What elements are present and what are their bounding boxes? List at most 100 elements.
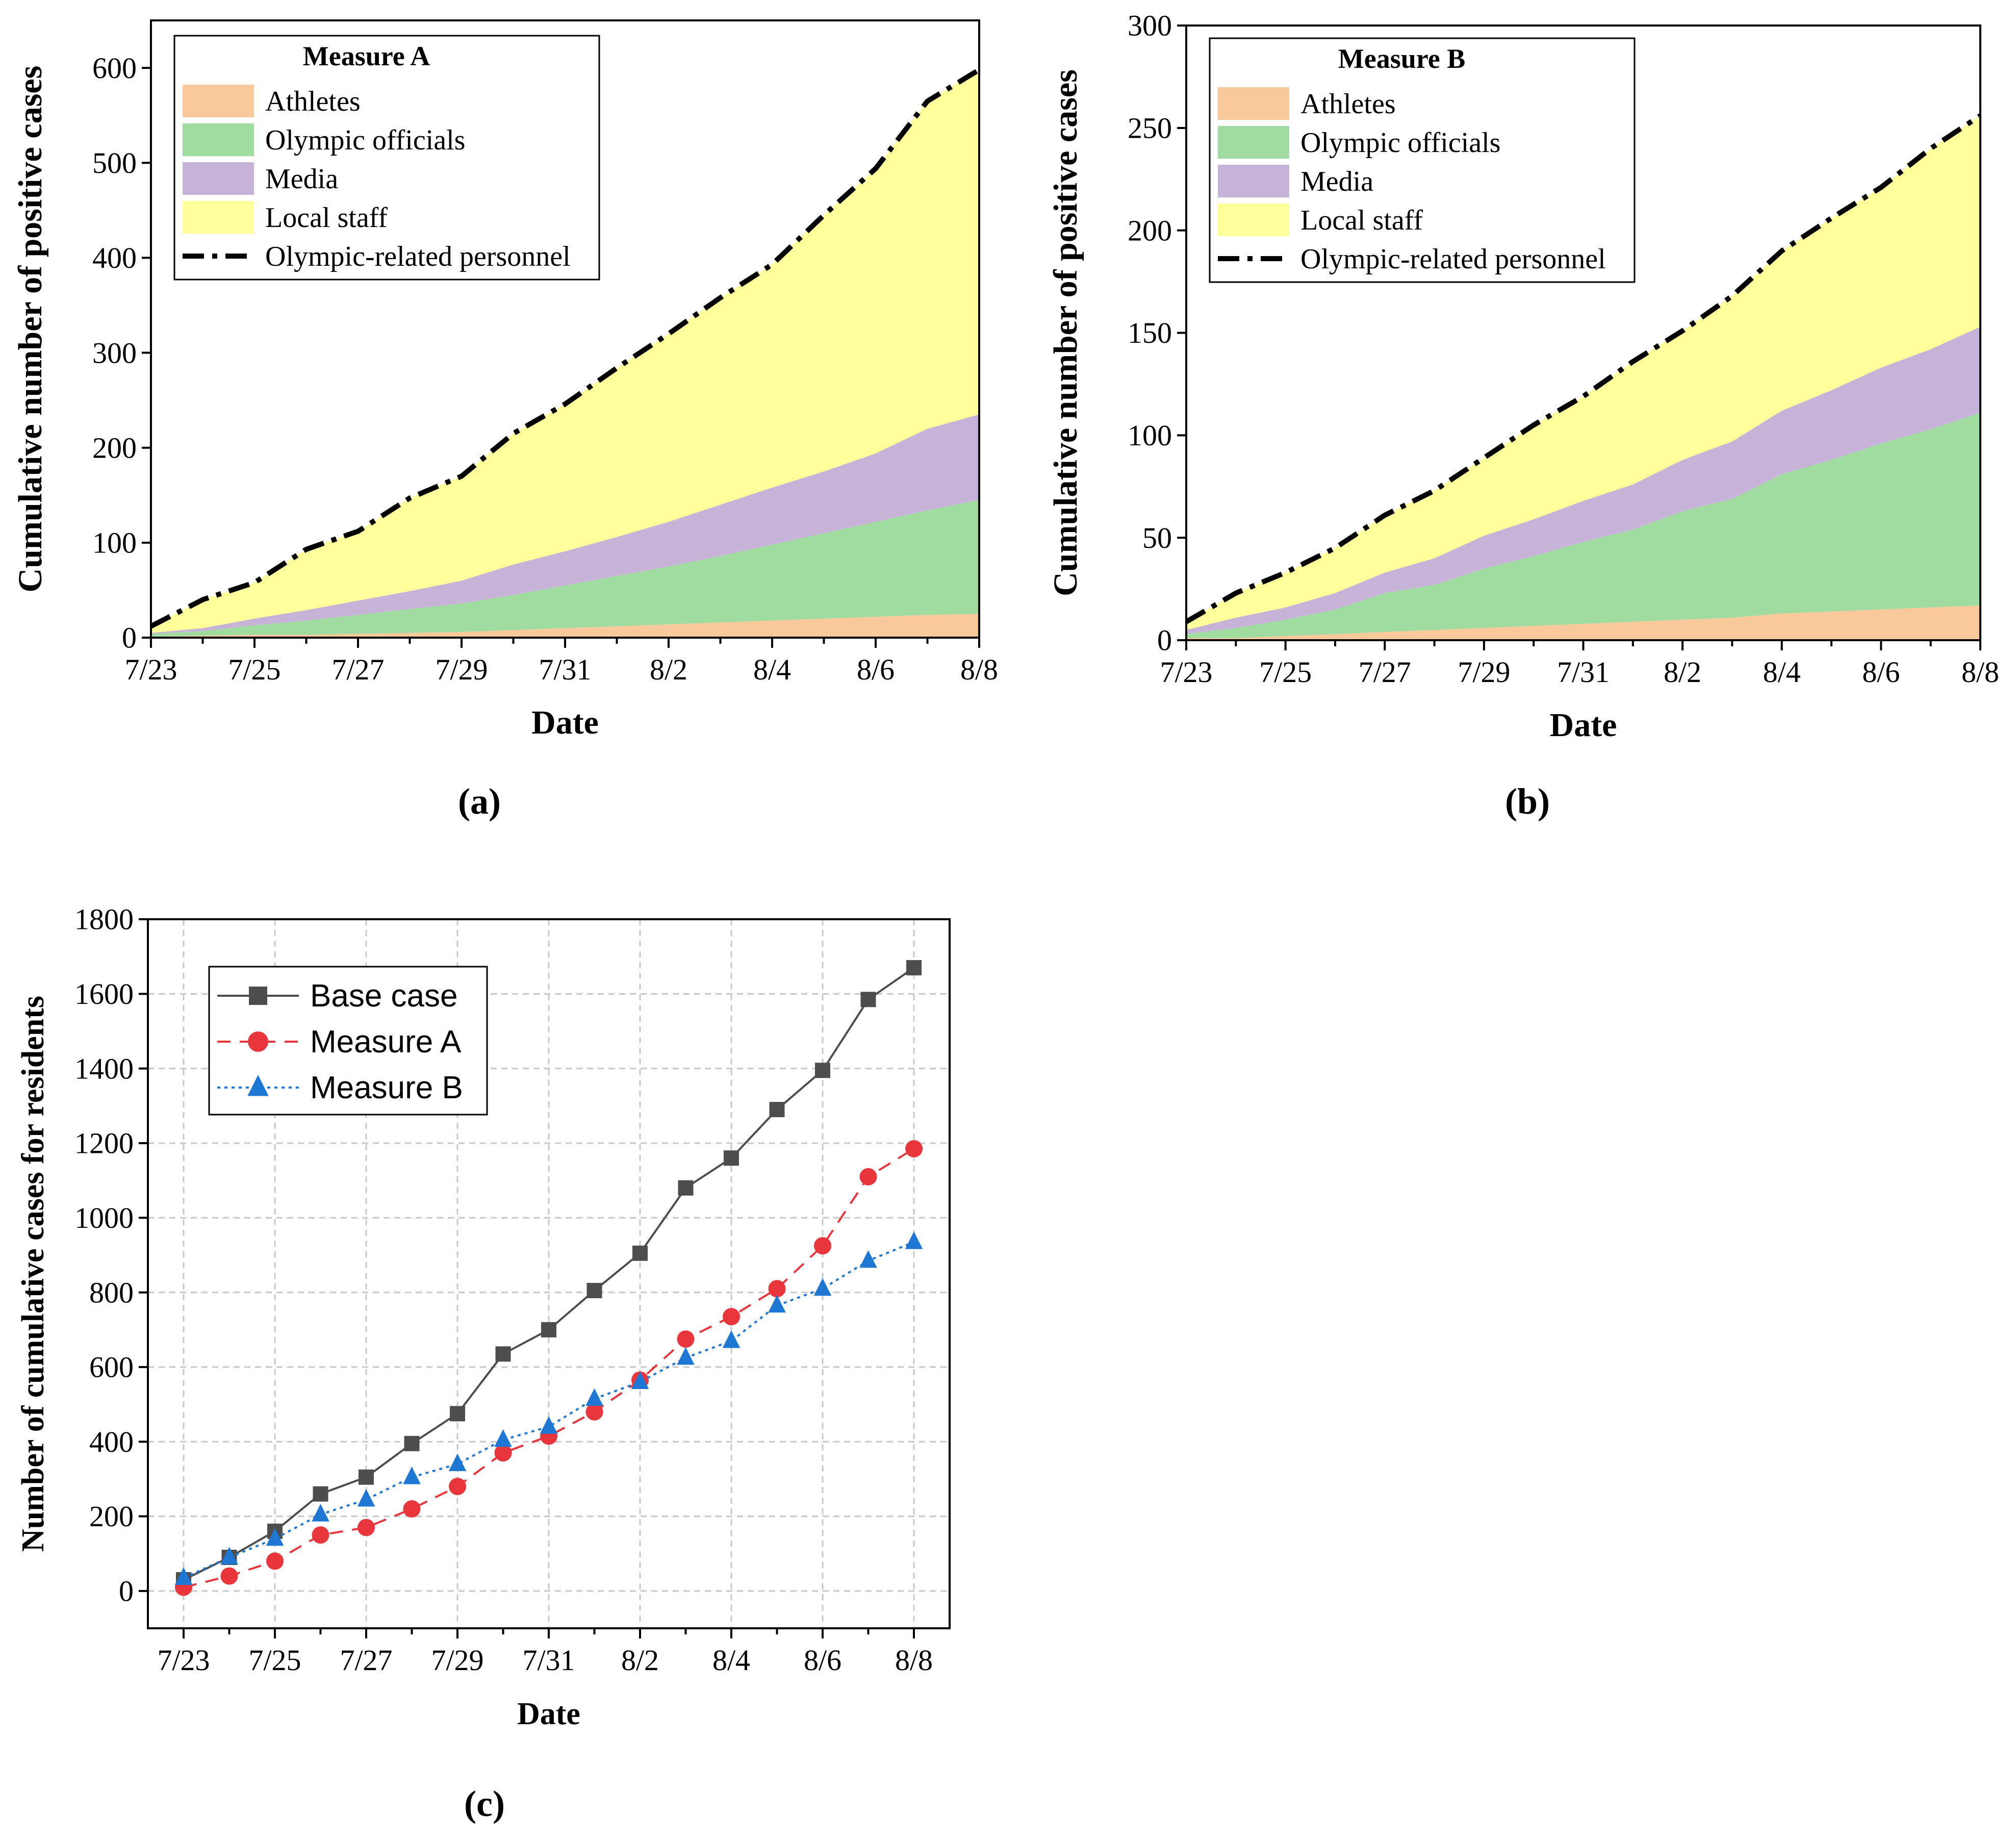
x-axis-title: Date	[1550, 707, 1617, 744]
line-olympic-related-personnel	[149, 67, 981, 629]
point-measure-b	[859, 1250, 877, 1268]
legend-label-base-case: Base case	[310, 978, 458, 1014]
y-axis-title: Cumulative number of positive cases	[12, 66, 49, 593]
point-base-case	[541, 1322, 556, 1338]
y-tick-label: 1000	[74, 1201, 134, 1234]
x-tick-label: 8/6	[804, 1644, 841, 1677]
point-measure-a	[723, 1308, 740, 1326]
point-measure-a	[312, 1526, 329, 1544]
panel-label: (c)	[464, 1783, 505, 1824]
y-tick-label: 100	[92, 526, 137, 560]
point-measure-a	[220, 1567, 238, 1585]
point-measure-b	[540, 1416, 558, 1434]
point-measure-a	[814, 1237, 831, 1255]
point-measure-a	[859, 1168, 877, 1186]
point-base-case	[724, 1150, 739, 1166]
point-measure-b	[494, 1429, 512, 1447]
x-tick-label: 8/8	[960, 653, 998, 686]
area-media	[151, 414, 979, 634]
point-measure-b	[631, 1371, 649, 1389]
point-measure-b	[677, 1347, 695, 1365]
y-tick-label: 200	[92, 431, 137, 464]
x-tick-label: 7/23	[157, 1644, 210, 1677]
legend-label-olympic-officials: Olympic officials	[265, 124, 465, 156]
point-base-case	[495, 1346, 511, 1362]
legend-label-olympic-related-personnel: Olympic-related personnel	[265, 241, 571, 272]
y-tick-label: 1200	[74, 1127, 134, 1160]
point-base-case	[815, 1063, 830, 1078]
point-base-case	[678, 1180, 694, 1196]
x-tick-label: 7/29	[435, 653, 488, 686]
point-measure-a	[449, 1478, 466, 1495]
point-base-case	[860, 992, 876, 1007]
x-tick-label: 8/2	[621, 1644, 659, 1677]
y-axis-title: Cumulative number of positive cases	[1047, 69, 1084, 596]
x-tick-label: 7/29	[431, 1644, 483, 1677]
y-tick-label: 1600	[74, 977, 134, 1011]
area-local-staff	[1186, 115, 1980, 630]
legend-label-local-staff: Local staff	[1300, 205, 1423, 236]
point-base-case	[450, 1406, 465, 1422]
x-tick-label: 8/4	[712, 1644, 750, 1677]
point-base-case	[906, 960, 922, 976]
area-olympic-officials	[151, 500, 979, 637]
panel-label: (b)	[1505, 781, 1550, 822]
x-tick-label: 8/2	[650, 653, 687, 686]
legend-label-olympic-related-personnel: Olympic-related personnel	[1300, 243, 1606, 275]
x-tick-label: 7/27	[340, 1644, 392, 1677]
y-tick-label: 400	[92, 241, 137, 274]
panel-label: (a)	[458, 781, 501, 822]
x-tick-label: 7/23	[124, 653, 177, 686]
x-tick-label: 8/4	[1763, 655, 1801, 689]
x-tick-label: 7/23	[1160, 655, 1212, 689]
legend-label-measure-a: Measure A	[310, 1024, 462, 1060]
legend-swatch-media	[1218, 165, 1289, 197]
legend-label-athletes: Athletes	[1300, 88, 1396, 120]
point-measure-b	[220, 1547, 238, 1565]
legend-label-media: Media	[1300, 166, 1373, 197]
x-tick-label: 7/27	[1359, 655, 1411, 689]
legend-box	[1209, 37, 1636, 283]
point-base-case	[632, 1245, 648, 1261]
legend-swatch-olympic-officials	[1218, 126, 1289, 159]
x-tick-label: 8/6	[857, 653, 895, 686]
point-measure-b	[403, 1467, 421, 1484]
y-tick-label: 50	[1142, 521, 1172, 554]
area-athletes	[151, 614, 979, 638]
y-tick-label: 600	[89, 1351, 134, 1384]
x-tick-label: 8/4	[753, 653, 791, 686]
y-tick-label: 300	[92, 336, 137, 369]
point-measure-a	[905, 1140, 923, 1157]
panel-c-chart: 0 200 400 600 800 1000 1200 1400 1600 1800 7/23 7/2…	[16, 903, 951, 1824]
point-measure-a	[358, 1519, 375, 1536]
legend-label-media: Media	[265, 163, 338, 195]
point-measure-a	[266, 1552, 284, 1570]
legend-swatch-media	[183, 162, 254, 195]
y-tick-label: 600	[92, 52, 137, 85]
legend-title: Measure A	[303, 41, 430, 71]
x-tick-label: 7/31	[1557, 655, 1610, 689]
point-measure-b	[722, 1330, 741, 1348]
y-tick-label: 200	[89, 1500, 134, 1533]
x-tick-label: 7/29	[1458, 655, 1510, 689]
point-base-case	[313, 1486, 328, 1502]
legend-label-olympic-officials: Olympic officials	[1300, 127, 1500, 159]
line-olympic-related-personnel	[1185, 113, 1982, 624]
point-measure-b	[174, 1567, 193, 1585]
y-tick-label: 500	[92, 146, 137, 180]
x-axis-title: Date	[531, 704, 599, 741]
y-tick-label: 250	[1128, 112, 1172, 145]
legend-label-athletes: Athletes	[265, 86, 361, 117]
x-tick-label: 7/31	[539, 653, 591, 686]
legend-swatch-local-staff	[1218, 204, 1289, 236]
panel-b-chart: 0 50 100 150 200 250 300 7/23 7/25 7/27 7/29 7/31 8/…	[1047, 9, 1999, 822]
x-axis-title: Date	[517, 1697, 580, 1731]
point-measure-a	[494, 1444, 512, 1462]
point-measure-b	[768, 1295, 786, 1313]
legend-marker-measure-b	[247, 1075, 269, 1096]
point-measure-b	[357, 1489, 375, 1507]
y-tick-label: 1800	[74, 903, 134, 936]
point-base-case	[404, 1435, 420, 1451]
point-measure-b	[813, 1278, 832, 1296]
